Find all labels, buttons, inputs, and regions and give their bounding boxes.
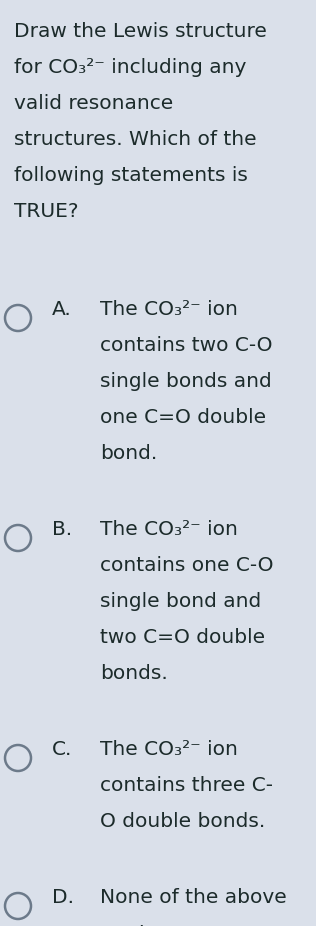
- Text: bonds.: bonds.: [100, 664, 168, 683]
- Text: O double bonds.: O double bonds.: [100, 812, 265, 831]
- Text: valid resonance: valid resonance: [14, 94, 173, 113]
- Text: single bond and: single bond and: [100, 592, 261, 611]
- Text: following statements is: following statements is: [14, 166, 248, 185]
- Text: C.: C.: [52, 740, 72, 759]
- Text: one C=O double: one C=O double: [100, 408, 266, 427]
- Text: contains three C-: contains three C-: [100, 776, 273, 795]
- Text: B.: B.: [52, 520, 72, 539]
- Text: The CO₃²⁻ ion: The CO₃²⁻ ion: [100, 740, 238, 759]
- Text: D.: D.: [52, 888, 74, 907]
- Text: Draw the Lewis structure: Draw the Lewis structure: [14, 22, 267, 41]
- Text: None of the above: None of the above: [100, 888, 287, 907]
- Text: for CO₃²⁻ including any: for CO₃²⁻ including any: [14, 58, 246, 77]
- Text: bond.: bond.: [100, 444, 157, 463]
- Text: TRUE?: TRUE?: [14, 202, 78, 221]
- Text: A.: A.: [52, 300, 72, 319]
- Text: are true.: are true.: [100, 924, 187, 926]
- Text: contains one C-O: contains one C-O: [100, 556, 274, 575]
- Text: two C=O double: two C=O double: [100, 628, 265, 647]
- Text: The CO₃²⁻ ion: The CO₃²⁻ ion: [100, 520, 238, 539]
- Text: contains two C-O: contains two C-O: [100, 336, 272, 355]
- Text: structures. Which of the: structures. Which of the: [14, 130, 257, 149]
- Text: The CO₃²⁻ ion: The CO₃²⁻ ion: [100, 300, 238, 319]
- Text: single bonds and: single bonds and: [100, 372, 272, 391]
